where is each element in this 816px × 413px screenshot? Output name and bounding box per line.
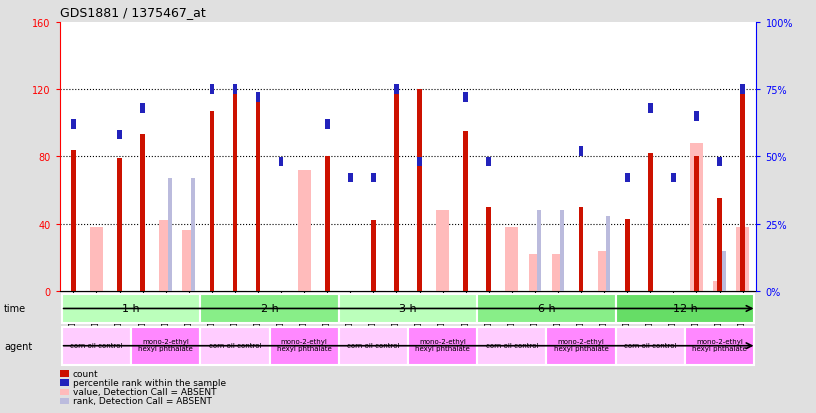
Text: 6 h: 6 h: [538, 303, 555, 313]
Text: 12 h: 12 h: [672, 303, 698, 313]
Bar: [463, 93, 468, 102]
Bar: [183, 231, 195, 291]
Bar: [140, 104, 145, 113]
Bar: [210, 85, 214, 95]
Bar: [547, 327, 616, 365]
Bar: [394, 85, 399, 95]
Bar: [616, 294, 754, 324]
Bar: [505, 228, 518, 291]
Bar: [486, 207, 491, 291]
Bar: [348, 174, 353, 183]
Bar: [325, 120, 330, 129]
Bar: [408, 327, 477, 365]
Bar: [694, 157, 698, 291]
Bar: [325, 157, 330, 291]
Text: GDS1881 / 1375467_at: GDS1881 / 1375467_at: [60, 6, 206, 19]
Text: 2 h: 2 h: [260, 303, 278, 313]
Bar: [298, 170, 311, 291]
Text: value, Detection Call = ABSENT: value, Detection Call = ABSENT: [73, 387, 216, 396]
Text: mono-2-ethyl
hexyl phthalate: mono-2-ethyl hexyl phthalate: [277, 339, 331, 351]
Bar: [71, 120, 76, 129]
Bar: [417, 90, 422, 291]
Bar: [648, 104, 653, 113]
Bar: [371, 221, 375, 291]
Text: count: count: [73, 369, 98, 378]
Bar: [717, 199, 722, 291]
Bar: [210, 112, 214, 291]
Bar: [560, 211, 564, 291]
Bar: [717, 158, 722, 167]
Text: corn oil control: corn oil control: [209, 342, 261, 348]
Text: corn oil control: corn oil control: [624, 342, 676, 348]
Bar: [437, 211, 449, 291]
Bar: [200, 294, 339, 324]
Text: mono-2-ethyl
hexyl phthalate: mono-2-ethyl hexyl phthalate: [415, 339, 470, 351]
Bar: [279, 158, 283, 167]
Bar: [62, 294, 200, 324]
Bar: [71, 150, 76, 291]
Text: 3 h: 3 h: [399, 303, 417, 313]
Text: corn oil control: corn oil control: [486, 342, 538, 348]
Bar: [690, 144, 703, 291]
Bar: [417, 158, 422, 167]
Text: mono-2-ethyl
hexyl phthalate: mono-2-ethyl hexyl phthalate: [139, 339, 193, 351]
Bar: [394, 90, 399, 291]
Bar: [713, 281, 726, 291]
Bar: [90, 228, 103, 291]
Bar: [269, 327, 339, 365]
Bar: [255, 93, 260, 102]
Bar: [598, 251, 610, 291]
Bar: [233, 90, 237, 291]
Text: time: time: [4, 304, 26, 314]
Bar: [721, 251, 725, 291]
Bar: [255, 100, 260, 291]
Bar: [118, 159, 122, 291]
Bar: [736, 228, 749, 291]
Bar: [339, 294, 477, 324]
Bar: [606, 216, 610, 291]
Bar: [168, 178, 172, 291]
Bar: [233, 85, 237, 95]
Bar: [671, 174, 676, 183]
Bar: [118, 131, 122, 140]
Bar: [579, 207, 583, 291]
Text: corn oil control: corn oil control: [347, 342, 400, 348]
Bar: [616, 327, 685, 365]
Text: percentile rank within the sample: percentile rank within the sample: [73, 378, 226, 387]
Text: corn oil control: corn oil control: [70, 342, 122, 348]
Bar: [191, 178, 195, 291]
Bar: [371, 174, 375, 183]
Bar: [529, 254, 541, 291]
Bar: [740, 85, 745, 95]
Text: mono-2-ethyl
hexyl phthalate: mono-2-ethyl hexyl phthalate: [692, 339, 747, 351]
Bar: [463, 132, 468, 291]
Bar: [625, 219, 629, 291]
Text: 1 h: 1 h: [122, 303, 140, 313]
Bar: [625, 174, 629, 183]
Bar: [477, 327, 547, 365]
Bar: [552, 254, 565, 291]
Bar: [685, 327, 754, 365]
Text: mono-2-ethyl
hexyl phthalate: mono-2-ethyl hexyl phthalate: [554, 339, 609, 351]
Bar: [200, 327, 269, 365]
Bar: [140, 135, 145, 291]
Bar: [537, 211, 541, 291]
Bar: [339, 327, 408, 365]
Bar: [159, 221, 172, 291]
Bar: [131, 327, 200, 365]
Bar: [486, 158, 491, 167]
Bar: [648, 154, 653, 291]
Bar: [740, 90, 745, 291]
Bar: [579, 147, 583, 156]
Bar: [62, 327, 131, 365]
Text: agent: agent: [4, 341, 33, 351]
Text: rank, Detection Call = ABSENT: rank, Detection Call = ABSENT: [73, 396, 211, 406]
Bar: [477, 294, 616, 324]
Bar: [694, 112, 698, 121]
